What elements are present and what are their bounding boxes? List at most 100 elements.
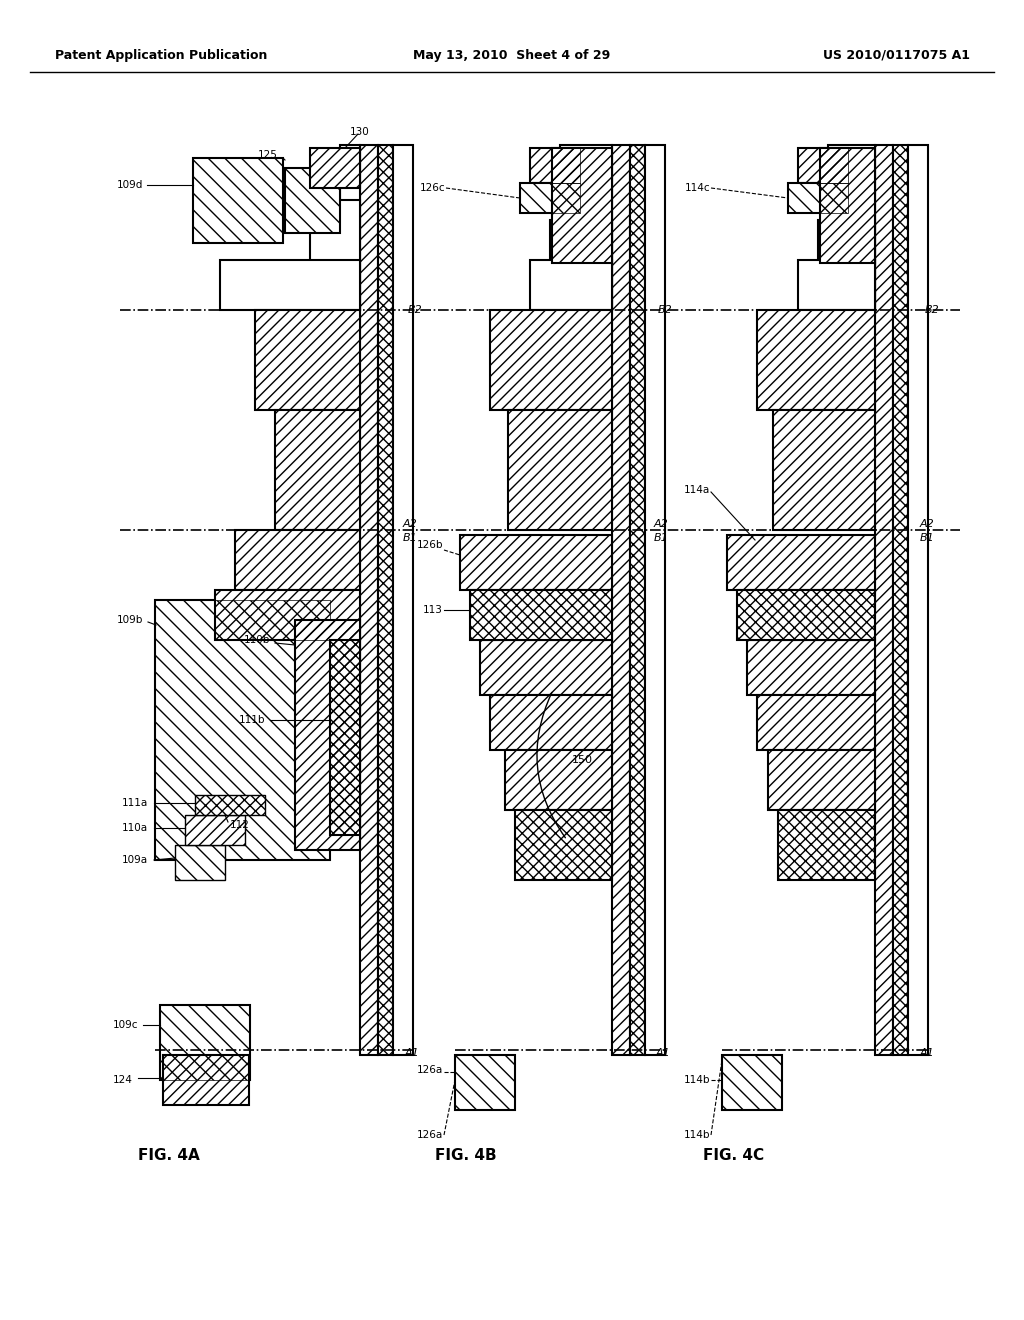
Bar bbox=[818, 220, 874, 310]
Bar bbox=[275, 411, 360, 531]
Text: 114b: 114b bbox=[683, 1074, 710, 1085]
Bar bbox=[195, 795, 265, 814]
Bar bbox=[768, 750, 874, 810]
Bar bbox=[378, 145, 393, 1055]
Bar bbox=[612, 145, 630, 1055]
Text: 111a: 111a bbox=[122, 799, 148, 808]
Text: 111b: 111b bbox=[239, 715, 265, 725]
Bar bbox=[757, 696, 874, 750]
Text: 124: 124 bbox=[113, 1074, 133, 1085]
Bar bbox=[185, 814, 245, 845]
Text: 112: 112 bbox=[230, 820, 250, 830]
Bar bbox=[195, 795, 265, 814]
Bar bbox=[630, 145, 645, 1055]
Bar bbox=[393, 145, 413, 1055]
Text: 126b: 126b bbox=[417, 540, 443, 550]
Bar bbox=[508, 411, 612, 531]
Bar bbox=[455, 1055, 515, 1110]
Bar bbox=[215, 590, 360, 640]
Bar bbox=[530, 148, 580, 183]
Text: US 2010/0117075 A1: US 2010/0117075 A1 bbox=[823, 49, 970, 62]
Bar bbox=[550, 220, 612, 310]
Bar bbox=[552, 148, 612, 263]
Bar bbox=[160, 1005, 250, 1080]
Bar bbox=[480, 640, 612, 696]
Bar bbox=[737, 590, 874, 640]
Bar bbox=[757, 310, 874, 411]
Bar bbox=[330, 640, 360, 836]
Bar bbox=[155, 601, 330, 861]
Bar bbox=[908, 145, 928, 1055]
Text: B2: B2 bbox=[408, 305, 423, 315]
Bar bbox=[275, 411, 360, 531]
Bar bbox=[515, 810, 612, 880]
Bar bbox=[757, 310, 874, 411]
Bar bbox=[722, 1055, 782, 1110]
Text: 113: 113 bbox=[423, 605, 443, 615]
Text: FIG. 4C: FIG. 4C bbox=[703, 1147, 764, 1163]
Bar bbox=[630, 145, 645, 1055]
Bar bbox=[234, 531, 360, 590]
Bar bbox=[490, 310, 612, 411]
Text: 126a: 126a bbox=[417, 1065, 443, 1074]
Bar bbox=[285, 168, 340, 234]
Bar bbox=[295, 620, 360, 850]
Bar bbox=[490, 696, 612, 750]
Bar bbox=[727, 535, 874, 590]
Bar bbox=[798, 260, 874, 310]
Text: Patent Application Publication: Patent Application Publication bbox=[55, 49, 267, 62]
Text: A2: A2 bbox=[654, 519, 669, 529]
Bar bbox=[460, 535, 612, 590]
Bar bbox=[480, 640, 612, 696]
Text: 110b: 110b bbox=[244, 635, 270, 645]
Text: B1: B1 bbox=[654, 533, 669, 543]
Bar bbox=[520, 183, 580, 213]
Text: A2: A2 bbox=[920, 519, 935, 529]
Text: A2: A2 bbox=[403, 519, 418, 529]
Bar bbox=[820, 148, 874, 263]
Bar bbox=[215, 590, 360, 640]
Bar bbox=[175, 845, 225, 880]
Bar bbox=[773, 411, 874, 531]
Text: May 13, 2010  Sheet 4 of 29: May 13, 2010 Sheet 4 of 29 bbox=[414, 49, 610, 62]
Text: 130: 130 bbox=[350, 127, 370, 137]
Bar bbox=[520, 183, 580, 213]
Text: 126a: 126a bbox=[417, 1130, 443, 1140]
Bar bbox=[310, 148, 360, 187]
Bar bbox=[757, 696, 874, 750]
Text: FIG. 4A: FIG. 4A bbox=[138, 1147, 200, 1163]
Bar bbox=[255, 310, 360, 411]
Bar bbox=[455, 1055, 515, 1110]
Bar bbox=[612, 145, 630, 1055]
Bar bbox=[788, 183, 848, 213]
Text: 114b: 114b bbox=[683, 1130, 710, 1140]
Bar bbox=[820, 148, 874, 263]
Text: A1: A1 bbox=[920, 1048, 935, 1059]
Bar bbox=[773, 411, 874, 531]
Bar bbox=[508, 411, 612, 531]
Bar bbox=[893, 145, 908, 1055]
Text: A1: A1 bbox=[406, 1048, 420, 1059]
Bar bbox=[778, 810, 874, 880]
Bar bbox=[828, 145, 874, 310]
Bar bbox=[330, 640, 360, 836]
Text: 125: 125 bbox=[258, 150, 278, 160]
Bar bbox=[255, 310, 360, 411]
Bar bbox=[722, 1055, 782, 1110]
Bar bbox=[378, 145, 393, 1055]
Text: B2: B2 bbox=[658, 305, 673, 315]
Bar bbox=[552, 148, 612, 263]
Bar bbox=[768, 750, 874, 810]
Bar bbox=[746, 640, 874, 696]
Bar bbox=[530, 148, 580, 183]
Bar bbox=[220, 260, 360, 310]
Bar bbox=[530, 260, 612, 310]
Bar bbox=[160, 1005, 250, 1080]
Bar bbox=[746, 640, 874, 696]
Text: B2: B2 bbox=[925, 305, 940, 315]
Bar bbox=[505, 750, 612, 810]
Text: 150: 150 bbox=[572, 755, 593, 766]
Text: 109d: 109d bbox=[117, 180, 143, 190]
Text: 114a: 114a bbox=[684, 484, 710, 495]
Bar bbox=[490, 696, 612, 750]
